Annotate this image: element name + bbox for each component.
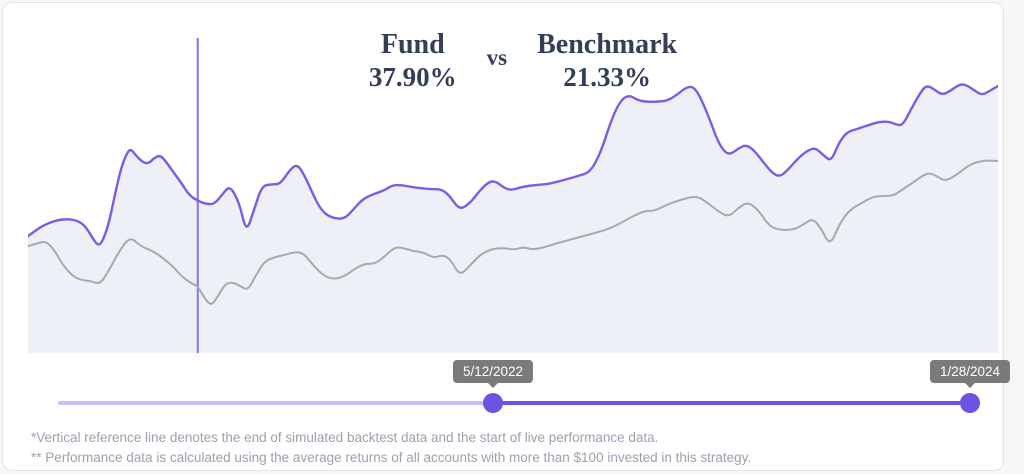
fund-line: [28, 83, 998, 246]
fund-area-fill: [28, 84, 998, 353]
footnote-performance-calc: ** Performance data is calculated using …: [31, 450, 752, 465]
end-date-tooltip: 1/28/2024: [929, 360, 1011, 383]
slider-handle-end[interactable]: [960, 393, 980, 413]
footnote-reference-line: *Vertical reference line denotes the end…: [31, 430, 659, 445]
slider-track-inactive[interactable]: [58, 401, 494, 405]
performance-card: Fund 37.90% vs Benchmark 21.33% 5/12/202…: [2, 2, 1011, 471]
start-date-tooltip: 5/12/2022: [452, 360, 534, 383]
benchmark-line: [28, 159, 998, 305]
slider-handle-start[interactable]: [483, 393, 504, 413]
slider-track-selected[interactable]: [493, 401, 970, 405]
chart-area: [28, 33, 998, 353]
footnotes: *Vertical reference line denotes the end…: [31, 428, 751, 468]
performance-chart: [28, 38, 998, 353]
